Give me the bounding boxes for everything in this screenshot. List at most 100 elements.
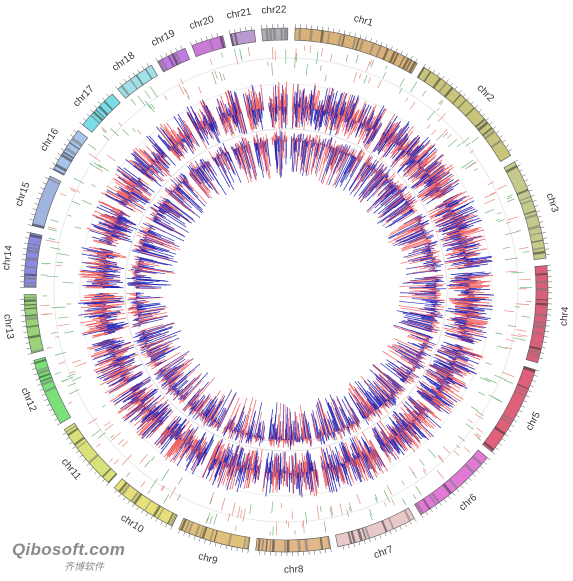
inner-bar [178,396,182,400]
inner-bar [240,429,243,434]
inner-bar [344,145,348,153]
inner-bar [190,407,193,410]
inner-bar [351,158,360,173]
inner-bar [340,150,343,153]
inner-bar [146,342,156,347]
inner-bar [345,425,347,428]
inner-bar [356,417,360,422]
inner-bar [333,427,336,432]
inner-bar [410,225,422,232]
inner-bar [390,396,397,403]
inner-bar [429,262,434,264]
inner-bar [409,209,414,213]
inner-bar [408,208,412,211]
inner-bar [415,219,419,222]
inner-bar [229,408,239,430]
inner-bar [213,416,217,422]
inner-bar [131,312,138,314]
inner-bar [317,401,328,435]
inner-bar [142,331,155,336]
inner-bar [407,376,416,383]
inner-bar [373,161,379,169]
inner-bar [330,149,340,171]
inner-bar [390,185,395,190]
inner-bar [164,379,167,381]
inner-bar [132,267,138,269]
inner-bar [354,388,373,414]
inner-bar [314,144,322,169]
inner-bar [299,140,303,161]
inner-bar [219,153,221,156]
inner-bar [328,147,335,165]
inner-bar [435,301,445,303]
inner-bar [142,331,146,333]
inner-bar [247,435,250,442]
inner-bar [168,372,184,385]
inner-bar [319,401,331,434]
inner-bar [139,337,145,340]
inner-bar [191,401,197,407]
inner-bar [331,419,337,432]
inner-bar [396,386,399,390]
inner-bar [144,240,149,244]
inner-bar [421,351,423,353]
inner-bar [394,388,398,391]
inner-bar [379,393,387,402]
inner-bar [418,215,427,221]
inner-bar [136,276,152,279]
inner-bar [322,148,336,185]
inner-bar [282,403,285,440]
inner-bar [382,350,413,371]
inner-bar [367,415,369,418]
inner-bar [329,141,332,147]
inner-bar [146,339,164,347]
inner-bar [139,259,143,261]
inner-bar [136,297,163,300]
inner-bar [343,155,354,174]
inner-bar [399,193,402,196]
inner-bar [261,423,265,439]
inner-bar [377,197,405,219]
inner-bar [398,305,435,311]
inner-bar [192,411,199,419]
inner-bar [170,382,176,387]
inner-bar [337,430,340,435]
inner-bar [249,410,257,436]
inner-bar [139,316,158,321]
inner-bar [408,311,434,317]
inner-bar [392,182,396,186]
inner-bar [340,429,342,433]
inner-bar [353,385,373,413]
inner-bar [392,367,408,379]
inner-bar [435,276,444,279]
inner-bar [399,189,402,193]
inner-bar [211,400,223,421]
inner-bar [375,184,394,203]
inner-bar [401,192,405,195]
inner-bar [331,432,335,439]
inner-bar [345,425,347,428]
inner-bar [361,396,374,413]
inner-bar [411,368,414,370]
inner-bar [149,337,180,352]
inner-bar [143,328,167,338]
inner-bar [427,338,432,341]
inner-bar [313,138,316,143]
inner-bar [159,373,162,376]
inner-bar [141,250,174,260]
inner-bar [329,146,332,153]
inner-bar [250,420,255,436]
inner-bar [390,181,392,183]
inner-bar [312,139,315,143]
inner-bar [165,371,178,381]
inner-bar [393,226,423,241]
outer-bar [445,192,463,202]
inner-bar [137,266,153,270]
inner-bar [260,421,264,438]
inner-bar [358,149,364,159]
inner-bar [195,411,199,415]
inner-bar [259,437,262,447]
inner-bar [390,397,393,399]
inner-bar [386,205,411,223]
inner-bar [136,300,147,302]
